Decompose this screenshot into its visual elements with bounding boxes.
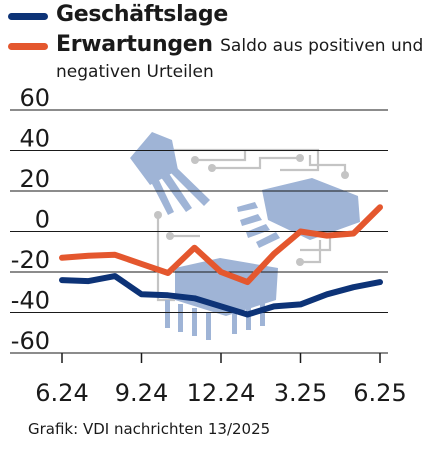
transistor-leg	[160, 172, 192, 212]
legend-label-expectations-text: Erwartungen	[56, 32, 213, 57]
legend: Geschäftslage Erwartungen Saldo aus posi…	[6, 2, 423, 82]
legend-note: Saldo aus positiven und	[220, 36, 424, 56]
circuit-node	[154, 211, 162, 219]
circuit-trace	[195, 150, 247, 162]
y-axis: 60 40 20 0 -20 -40 -60	[11, 84, 50, 355]
circuit-trace	[308, 155, 347, 175]
y-tick-label: 0	[35, 206, 50, 234]
legend-label-expectations: Erwartungen Saldo aus positiven und	[56, 32, 423, 57]
source-credit: Grafik: VDI nachrichten 13/2025	[28, 420, 271, 438]
microchip-right	[262, 178, 360, 240]
chip-pin	[240, 214, 262, 226]
chip-pin	[178, 304, 183, 332]
circuit-node	[296, 154, 304, 162]
circuit-trace	[300, 240, 322, 264]
series-lines	[59, 204, 383, 318]
chip-pin	[246, 306, 251, 330]
y-tick-label: 60	[19, 84, 50, 112]
x-tick-label: 6.25	[353, 379, 406, 407]
chip-pin	[165, 300, 170, 328]
chip-pin	[260, 302, 265, 326]
legend-label-business: Geschäftslage	[56, 2, 228, 27]
circuit-node	[341, 171, 349, 179]
legend-item-business: Geschäftslage	[6, 2, 422, 32]
circuit-trace	[156, 215, 175, 302]
circuit-node	[191, 156, 199, 164]
circuit-trace	[212, 156, 300, 170]
y-tick-label: -40	[11, 287, 50, 315]
x-tick-label: 9.24	[115, 379, 168, 407]
transistor-leg	[150, 178, 174, 215]
y-tick-label: 40	[19, 125, 50, 153]
x-axis: 6.24 9.24 12.24 3.25 6.25	[35, 353, 407, 407]
transistor-leg	[168, 166, 210, 206]
y-tick-label: 20	[19, 165, 50, 193]
legend-note-line2: negativen Urteilen	[56, 62, 214, 82]
x-tick-label: 12.24	[187, 379, 256, 407]
chip-pin	[206, 312, 211, 340]
legend-item-expectations: Erwartungen Saldo aus positiven und	[6, 32, 423, 62]
legend-swatch-business	[8, 13, 48, 20]
y-tick-label: -20	[11, 246, 50, 274]
grid-lines	[10, 109, 388, 354]
chip-pin	[232, 310, 237, 334]
circuit-node	[166, 232, 174, 240]
transistor-chip	[130, 132, 178, 185]
circuit-node	[296, 258, 304, 266]
legend-swatch-expectations	[8, 43, 48, 50]
x-tick-label: 6.24	[35, 379, 88, 407]
chip-pin	[256, 232, 280, 248]
y-tick-label: -60	[11, 327, 50, 355]
x-tick-label: 3.25	[274, 379, 327, 407]
chip-pin	[192, 308, 197, 336]
chip-pin	[237, 202, 258, 212]
circuit-node	[208, 164, 216, 172]
series-line-business	[59, 273, 383, 318]
circuit-trace	[300, 235, 332, 252]
series-line-expectations	[59, 204, 383, 286]
